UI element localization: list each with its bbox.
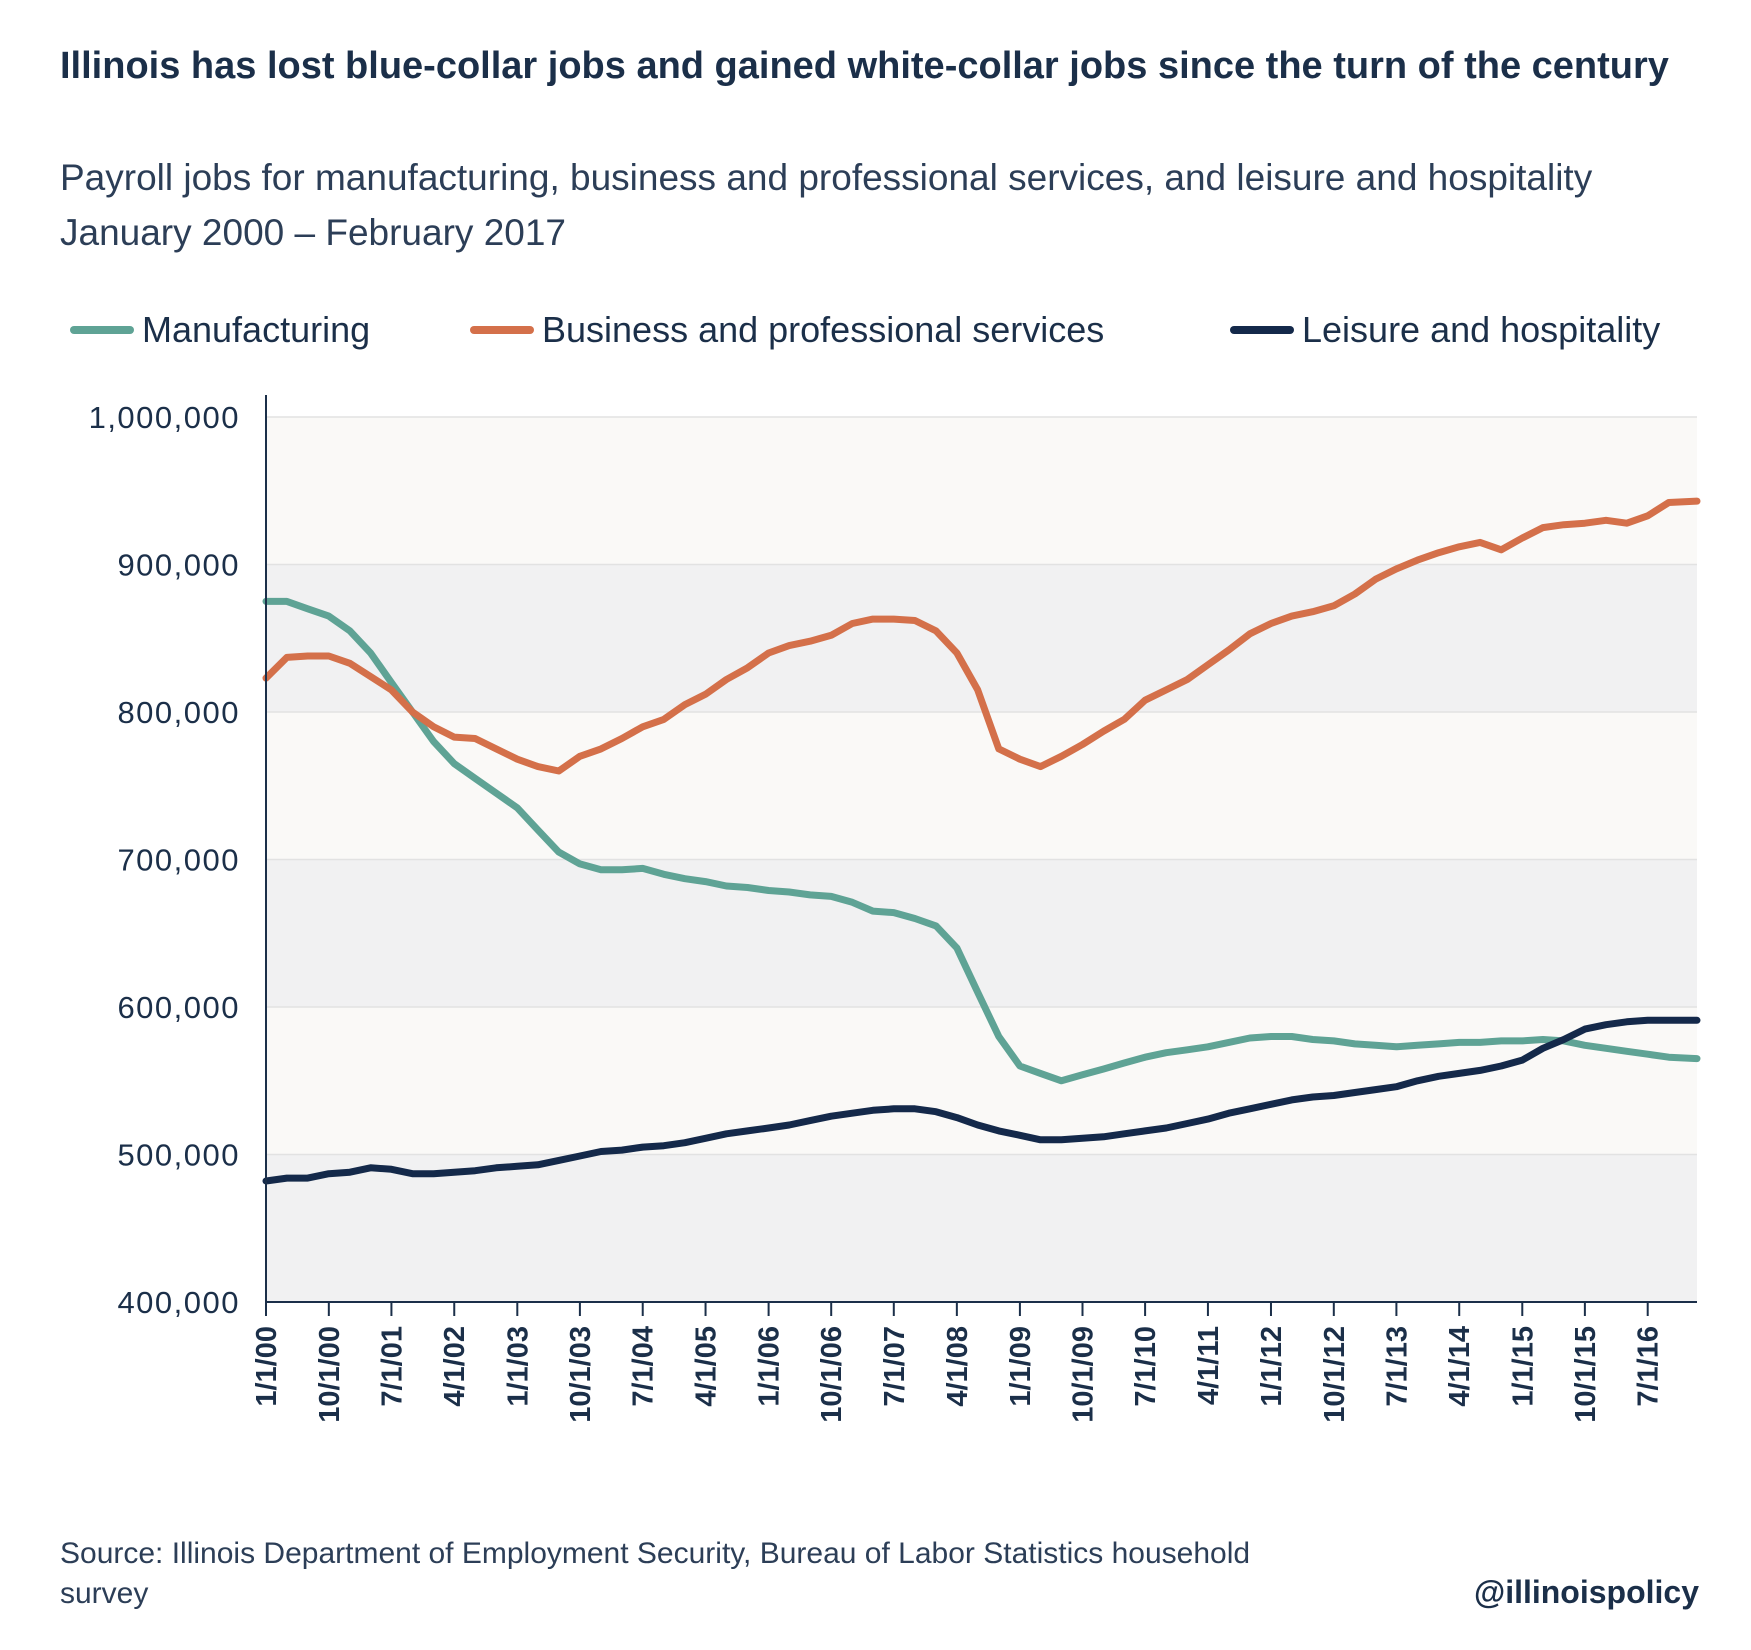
x-tick-label: 7/1/01 (376, 1326, 408, 1407)
chart-area: 400,000 500,000 600,000 700,000 800,000 900,0… (89, 395, 1701, 1423)
x-tick-label: 7/1/07 (879, 1326, 911, 1407)
x-tick-label: 1/1/12 (1256, 1326, 1288, 1407)
legend-swatch (70, 326, 134, 334)
chart-title: Illinois has lost blue-collar jobs and g… (60, 45, 1669, 87)
legend-swatch (1230, 326, 1294, 334)
plot-band (266, 712, 1697, 860)
y-tick-label: 600,000 (117, 990, 240, 1025)
x-tick-label: 10/1/06 (816, 1326, 848, 1423)
x-tick-label: 1/1/00 (251, 1326, 283, 1407)
x-tick-label: 4/1/02 (439, 1326, 471, 1407)
x-tick-label: 1/1/15 (1507, 1326, 1539, 1407)
y-tick-label: 800,000 (117, 695, 240, 730)
legend-label: Business and professional services (542, 309, 1105, 350)
x-tick-label: 4/1/14 (1444, 1326, 1476, 1407)
x-tick-label: 7/1/16 (1633, 1326, 1665, 1407)
x-tick-label: 1/1/09 (1005, 1326, 1037, 1407)
x-tick-label: 7/1/13 (1381, 1326, 1413, 1407)
x-tick-label: 7/1/10 (1130, 1326, 1162, 1407)
x-tick-label: 4/1/11 (1193, 1326, 1225, 1405)
series-line-0 (262, 597, 1701, 1085)
x-tick-label: 7/1/04 (628, 1326, 660, 1407)
legend-label: Manufacturing (142, 309, 371, 350)
y-tick-label: 1,000,000 (89, 400, 240, 435)
x-tick-label: 4/1/05 (691, 1326, 723, 1407)
legend-item: Manufacturing (70, 305, 370, 355)
x-tick-label: 10/1/15 (1570, 1326, 1602, 1423)
y-tick-label: 400,000 (117, 1285, 240, 1320)
legend-item: Business and professional services (470, 305, 1104, 355)
x-tick-label: 10/1/00 (314, 1326, 346, 1423)
plot-band (266, 859, 1697, 1007)
legend-swatch (470, 326, 534, 334)
legend: Manufacturing Business and professional s… (70, 305, 1720, 355)
y-tick-label: 700,000 (117, 843, 240, 878)
x-tick-label: 4/1/08 (942, 1326, 974, 1407)
source-note: Source: Illinois Department of Employmen… (60, 1537, 1251, 1610)
plot-band (266, 1007, 1697, 1155)
plot-band (266, 417, 1697, 565)
legend-label: Leisure and hospitality (1302, 309, 1661, 350)
y-tick-label: 500,000 (117, 1138, 240, 1173)
x-tick-label: 1/1/03 (502, 1326, 534, 1407)
series-line-1 (262, 497, 1701, 775)
x-tick-label: 10/1/03 (565, 1326, 597, 1423)
plot-band (266, 564, 1697, 712)
x-tick-label: 1/1/06 (754, 1326, 786, 1407)
x-tick-label: 10/1/12 (1319, 1326, 1351, 1423)
series-line-2 (262, 1016, 1701, 1185)
legend-item: Leisure and hospitality (1230, 305, 1660, 355)
y-tick-label: 900,000 (117, 548, 240, 583)
x-tick-label: 10/1/09 (1068, 1326, 1100, 1423)
brand-handle: @illinoispolicy (1473, 1574, 1699, 1610)
plot-band (266, 1154, 1697, 1302)
chart-subtitle: Payroll jobs for manufacturing, business… (60, 157, 1593, 253)
